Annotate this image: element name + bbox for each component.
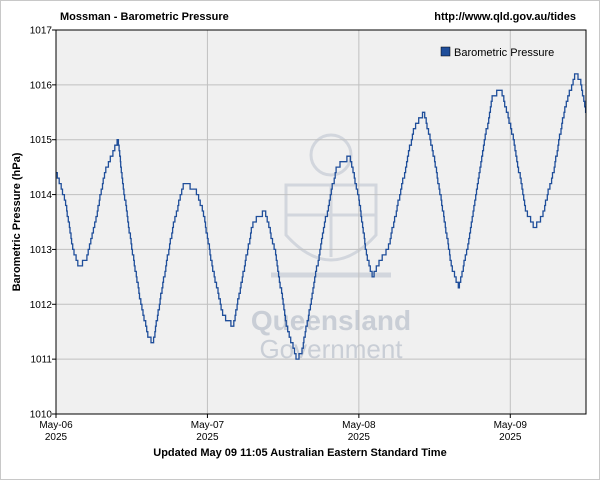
x-tick-label: May-06	[39, 420, 73, 431]
x-tick-label: May-08	[342, 420, 376, 431]
x-tick-year-label: 2025	[348, 432, 371, 443]
y-axis-label: Barometric Pressure (hPa)	[11, 152, 23, 291]
x-tick-label: May-07	[191, 420, 225, 431]
series-layer	[56, 73, 587, 360]
crest-crown	[309, 133, 353, 177]
y-tick-label: 1012	[30, 300, 53, 311]
chart-title: Mossman - Barometric Pressure	[60, 11, 229, 23]
crest-shield	[284, 183, 378, 262]
source-url[interactable]: http://www.qld.gov.au/tides	[434, 11, 576, 23]
x-tick-year-label: 2025	[45, 432, 68, 443]
y-tick-label: 1015	[30, 135, 53, 146]
x-tick-label: May-09	[494, 420, 528, 431]
legend-label: Barometric Pressure	[454, 47, 554, 59]
x-tick-year-label: 2025	[196, 432, 219, 443]
watermark-line1: Queensland	[251, 305, 411, 336]
y-tick-label: 1010	[30, 410, 53, 421]
plot-area	[56, 30, 586, 414]
y-tick-label: 1014	[30, 190, 53, 201]
updated-timestamp: Updated May 09 11:05 Australian Eastern …	[153, 447, 447, 459]
plot-border	[55, 29, 587, 415]
legend-swatch	[440, 46, 451, 57]
y-tick-label: 1013	[30, 245, 53, 256]
legend: Barometric Pressure	[440, 46, 554, 59]
y-tick-label: 1011	[30, 355, 52, 366]
series-line-barometric-pressure	[56, 73, 587, 360]
y-tick-label: 1017	[30, 26, 53, 37]
y-tick-label: 1016	[30, 80, 53, 91]
y-axis-ticks: 1010 1011 1012 1013 1014 1015 1016 1017	[30, 26, 56, 421]
x-tick-year-label: 2025	[499, 432, 522, 443]
